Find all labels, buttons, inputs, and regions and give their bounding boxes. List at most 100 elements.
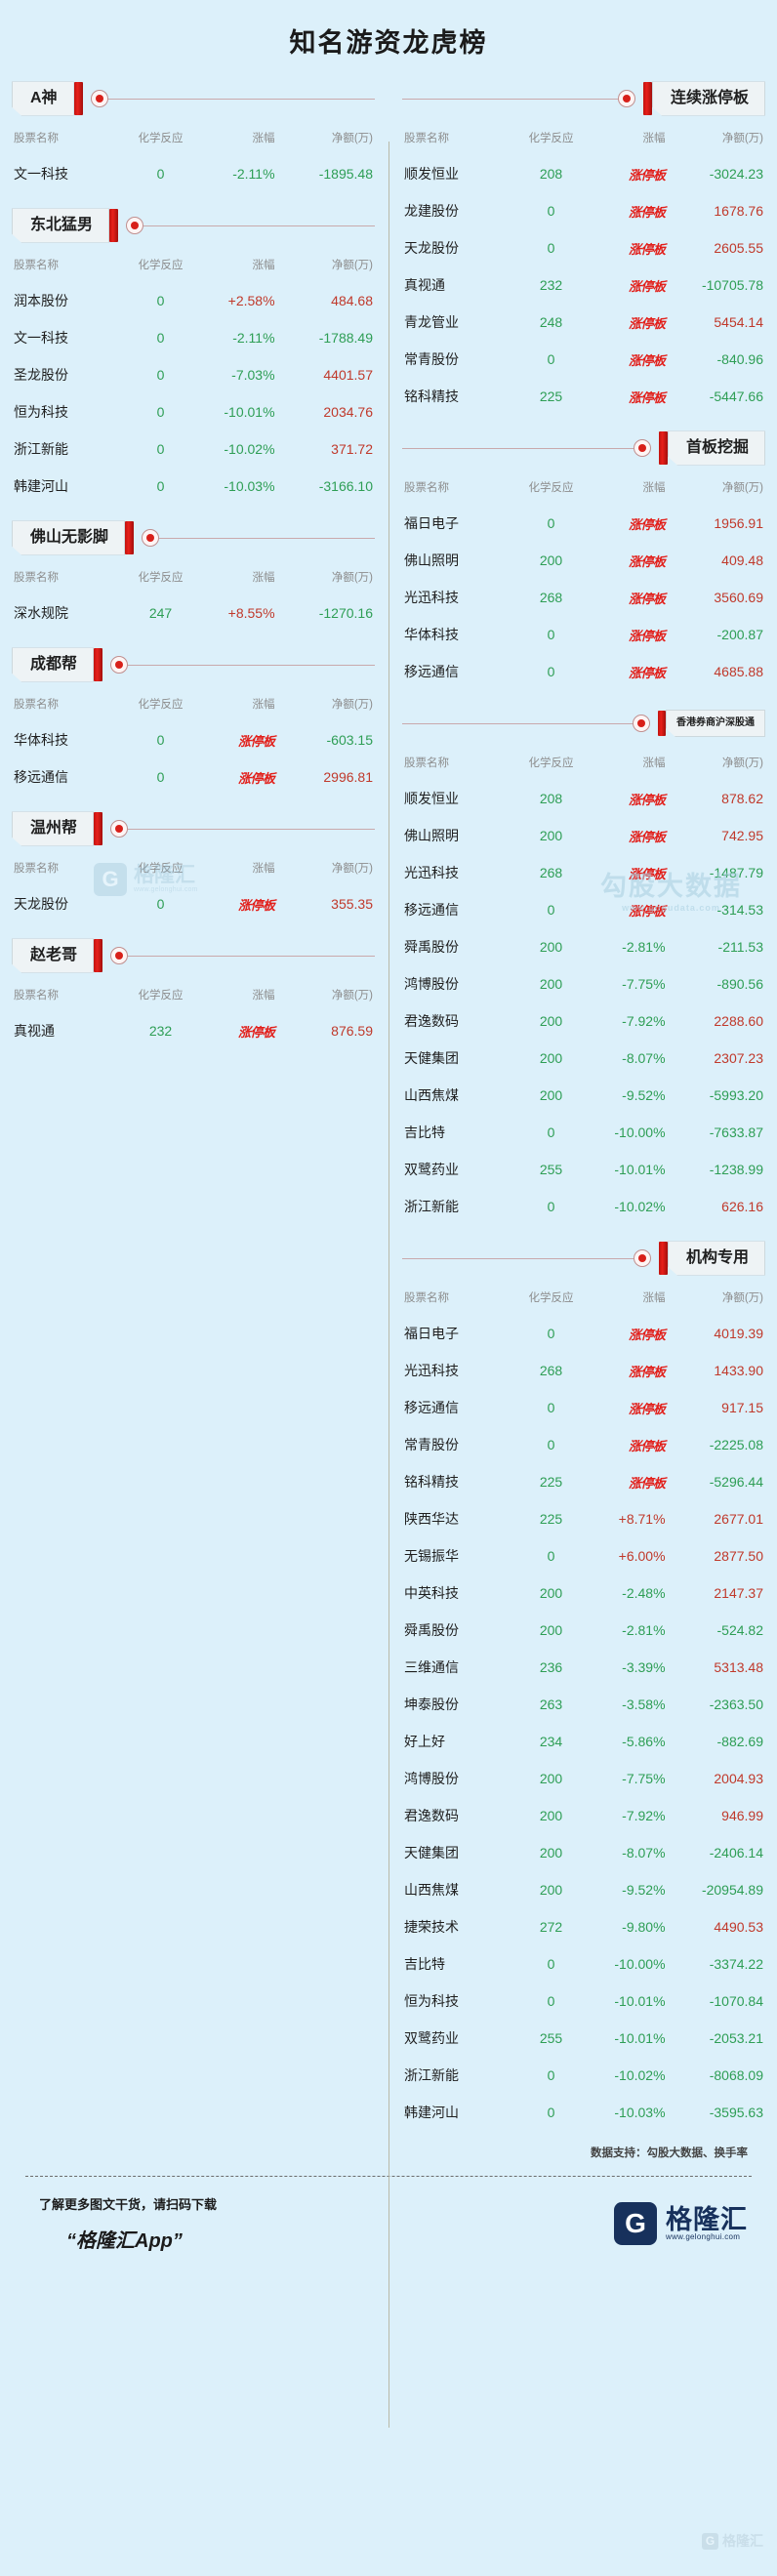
change-value: -2.81% bbox=[622, 1622, 666, 1638]
cell-stock-name: 天健集团 bbox=[404, 1050, 459, 1066]
section-chip-连续涨停板[interactable]: 连续涨停板 bbox=[652, 81, 765, 115]
table-row[interactable]: 陕西华达 225 +8.71% 2677.01 bbox=[402, 1500, 765, 1537]
table-row[interactable]: 坤泰股份 263 -3.58% -2363.50 bbox=[402, 1686, 765, 1723]
left-section: 温州帮股票名称 化学反应 涨幅 净额(万) 天龙股份 0 涨停板 355.35 bbox=[12, 811, 375, 922]
table-row[interactable]: 好上好 234 -5.86% -882.69 bbox=[402, 1723, 765, 1760]
table-row[interactable]: 吉比特 0 -10.00% -3374.22 bbox=[402, 1945, 765, 1983]
table-row[interactable]: 铭科精技 225 涨停板 -5447.66 bbox=[402, 378, 765, 415]
cell-stock-name: 移远通信 bbox=[404, 1400, 459, 1415]
cell-chem: 232 bbox=[539, 277, 563, 293]
table-row[interactable]: 佛山照明 200 涨停板 409.48 bbox=[402, 542, 765, 579]
table-header-row: 股票名称 化学反应 涨幅 净额(万) bbox=[12, 856, 375, 885]
table-row[interactable]: 移远通信 0 涨停板 4685.88 bbox=[402, 653, 765, 690]
table-row[interactable]: 龙建股份 0 涨停板 1678.76 bbox=[402, 192, 765, 229]
table-row[interactable]: 华体科技 0 涨停板 -200.87 bbox=[402, 616, 765, 653]
table-row[interactable]: 天健集团 200 -8.07% -2406.14 bbox=[402, 1834, 765, 1871]
table-row[interactable]: 光迅科技 268 涨停板 1433.90 bbox=[402, 1352, 765, 1389]
table-row[interactable]: 文一科技 0 -2.11% -1788.49 bbox=[12, 319, 375, 356]
cell-stock-name: 铭科精技 bbox=[404, 1474, 459, 1490]
table-row[interactable]: 山西焦煤 200 -9.52% -5993.20 bbox=[402, 1077, 765, 1114]
table-row[interactable]: 浙江新能 0 -10.02% -8068.09 bbox=[402, 2057, 765, 2094]
section-chip-香港券商沪深股通[interactable]: 香港券商沪深股通 bbox=[666, 710, 765, 737]
cell-stock-name: 常青股份 bbox=[404, 1437, 459, 1452]
table-row[interactable]: 韩建河山 0 -10.03% -3595.63 bbox=[402, 2094, 765, 2131]
table-row[interactable]: 天健集团 200 -8.07% 2307.23 bbox=[402, 1040, 765, 1077]
table-row[interactable]: 常青股份 0 涨停板 -840.96 bbox=[402, 341, 765, 378]
table-row[interactable]: 深水规院 247 +8.55% -1270.16 bbox=[12, 594, 375, 632]
section-chip-温州帮[interactable]: 温州帮 bbox=[12, 811, 94, 845]
table-row[interactable]: 圣龙股份 0 -7.03% 4401.57 bbox=[12, 356, 375, 393]
section-chip-佛山无影脚[interactable]: 佛山无影脚 bbox=[12, 520, 125, 554]
connector-line bbox=[128, 664, 375, 666]
corner-watermark-text: 格隆汇 bbox=[722, 2533, 763, 2549]
cell-stock-name: 光迅科技 bbox=[404, 1363, 459, 1378]
table-row[interactable]: 顺发恒业 208 涨停板 -3024.23 bbox=[402, 155, 765, 192]
table-row[interactable]: 双鹭药业 255 -10.01% -1238.99 bbox=[402, 1151, 765, 1188]
section-chip-赵老哥[interactable]: 赵老哥 bbox=[12, 938, 94, 972]
net-value: -3374.22 bbox=[709, 1956, 763, 1972]
cell-change: 涨停板 bbox=[580, 579, 667, 616]
table-row[interactable]: 顺发恒业 208 涨停板 878.62 bbox=[402, 780, 765, 817]
table-row[interactable]: 佛山照明 200 涨停板 742.95 bbox=[402, 817, 765, 854]
section-chip-东北猛男[interactable]: 东北猛男 bbox=[12, 208, 109, 242]
table-row[interactable]: 舜禹股份 200 -2.81% -211.53 bbox=[402, 928, 765, 965]
table-row[interactable]: 润本股份 0 +2.58% 484.68 bbox=[12, 282, 375, 319]
header-net: 净额(万) bbox=[721, 1292, 763, 1304]
table-row[interactable]: 山西焦煤 200 -9.52% -20954.89 bbox=[402, 1871, 765, 1908]
table-row[interactable]: 鸿博股份 200 -7.75% -890.56 bbox=[402, 965, 765, 1002]
table-row[interactable]: 铭科精技 225 涨停板 -5296.44 bbox=[402, 1463, 765, 1500]
table-row[interactable]: 舜禹股份 200 -2.81% -524.82 bbox=[402, 1612, 765, 1649]
limit-up-badge: 涨停板 bbox=[629, 315, 666, 331]
cell-net: 876.59 bbox=[277, 1012, 375, 1049]
cell-stock-name: 浙江新能 bbox=[404, 2067, 459, 2083]
table-row[interactable]: 真视通 232 涨停板 -10705.78 bbox=[402, 266, 765, 304]
table-row[interactable]: 光迅科技 268 涨停板 3560.69 bbox=[402, 579, 765, 616]
section-chip-首板挖掘[interactable]: 首板挖掘 bbox=[668, 430, 765, 465]
section-chip-A神[interactable]: A神 bbox=[12, 81, 74, 115]
section-chip-机构专用[interactable]: 机构专用 bbox=[668, 1241, 765, 1275]
table-row[interactable]: 福日电子 0 涨停板 1956.91 bbox=[402, 505, 765, 542]
table-row[interactable]: 真视通 232 涨停板 876.59 bbox=[12, 1012, 375, 1049]
change-value: -10.03% bbox=[614, 2105, 666, 2120]
change-value: -7.92% bbox=[622, 1808, 666, 1823]
table-row[interactable]: 恒为科技 0 -10.01% -1070.84 bbox=[402, 1983, 765, 2020]
cell-net: 1433.90 bbox=[668, 1352, 765, 1389]
header-net: 净额(万) bbox=[331, 572, 373, 584]
table-row[interactable]: 浙江新能 0 -10.02% 371.72 bbox=[12, 430, 375, 468]
table-row[interactable]: 君逸数码 200 -7.92% 946.99 bbox=[402, 1797, 765, 1834]
node-dot-icon bbox=[617, 90, 635, 107]
table-row[interactable]: 天龙股份 0 涨停板 355.35 bbox=[12, 885, 375, 922]
table-row[interactable]: 浙江新能 0 -10.02% 626.16 bbox=[402, 1188, 765, 1225]
table-row[interactable]: 移远通信 0 涨停板 2996.81 bbox=[12, 758, 375, 796]
table-row[interactable]: 移远通信 0 涨停板 917.15 bbox=[402, 1389, 765, 1426]
net-value: 742.95 bbox=[721, 828, 763, 843]
cell-stock-name: 圣龙股份 bbox=[14, 367, 68, 383]
table-row[interactable]: 君逸数码 200 -7.92% 2288.60 bbox=[402, 1002, 765, 1040]
table-row[interactable]: 青龙管业 248 涨停板 5454.14 bbox=[402, 304, 765, 341]
table-row[interactable]: 天龙股份 0 涨停板 2605.55 bbox=[402, 229, 765, 266]
cell-net: 5454.14 bbox=[668, 304, 765, 341]
table-row[interactable]: 常青股份 0 涨停板 -2225.08 bbox=[402, 1426, 765, 1463]
table-row[interactable]: 捷荣技术 272 -9.80% 4490.53 bbox=[402, 1908, 765, 1945]
cell-change: -3.39% bbox=[580, 1649, 667, 1686]
cell-change: -10.03% bbox=[189, 468, 276, 505]
change-value: -2.11% bbox=[232, 166, 275, 182]
table-row[interactable]: 鸿博股份 200 -7.75% 2004.93 bbox=[402, 1760, 765, 1797]
node-dot-icon bbox=[110, 656, 129, 674]
table-row[interactable]: 韩建河山 0 -10.03% -3166.10 bbox=[12, 468, 375, 505]
table-row[interactable]: 双鹭药业 255 -10.01% -2053.21 bbox=[402, 2020, 765, 2057]
table-row[interactable]: 文一科技 0 -2.11% -1895.48 bbox=[12, 155, 375, 192]
cell-chem: 0 bbox=[547, 2105, 555, 2120]
table-row[interactable]: 移远通信 0 涨停板 -314.53 bbox=[402, 891, 765, 928]
cell-net: -20954.89 bbox=[668, 1871, 765, 1908]
table-row[interactable]: 吉比特 0 -10.00% -7633.87 bbox=[402, 1114, 765, 1151]
table-row[interactable]: 三维通信 236 -3.39% 5313.48 bbox=[402, 1649, 765, 1686]
cell-chem: 200 bbox=[539, 552, 563, 568]
table-row[interactable]: 中英科技 200 -2.48% 2147.37 bbox=[402, 1574, 765, 1612]
section-chip-成都帮[interactable]: 成都帮 bbox=[12, 647, 94, 681]
table-row[interactable]: 恒为科技 0 -10.01% 2034.76 bbox=[12, 393, 375, 430]
table-row[interactable]: 光迅科技 268 涨停板 -1487.79 bbox=[402, 854, 765, 891]
table-row[interactable]: 华体科技 0 涨停板 -603.15 bbox=[12, 721, 375, 758]
table-row[interactable]: 福日电子 0 涨停板 4019.39 bbox=[402, 1315, 765, 1352]
table-row[interactable]: 无锡振华 0 +6.00% 2877.50 bbox=[402, 1537, 765, 1574]
